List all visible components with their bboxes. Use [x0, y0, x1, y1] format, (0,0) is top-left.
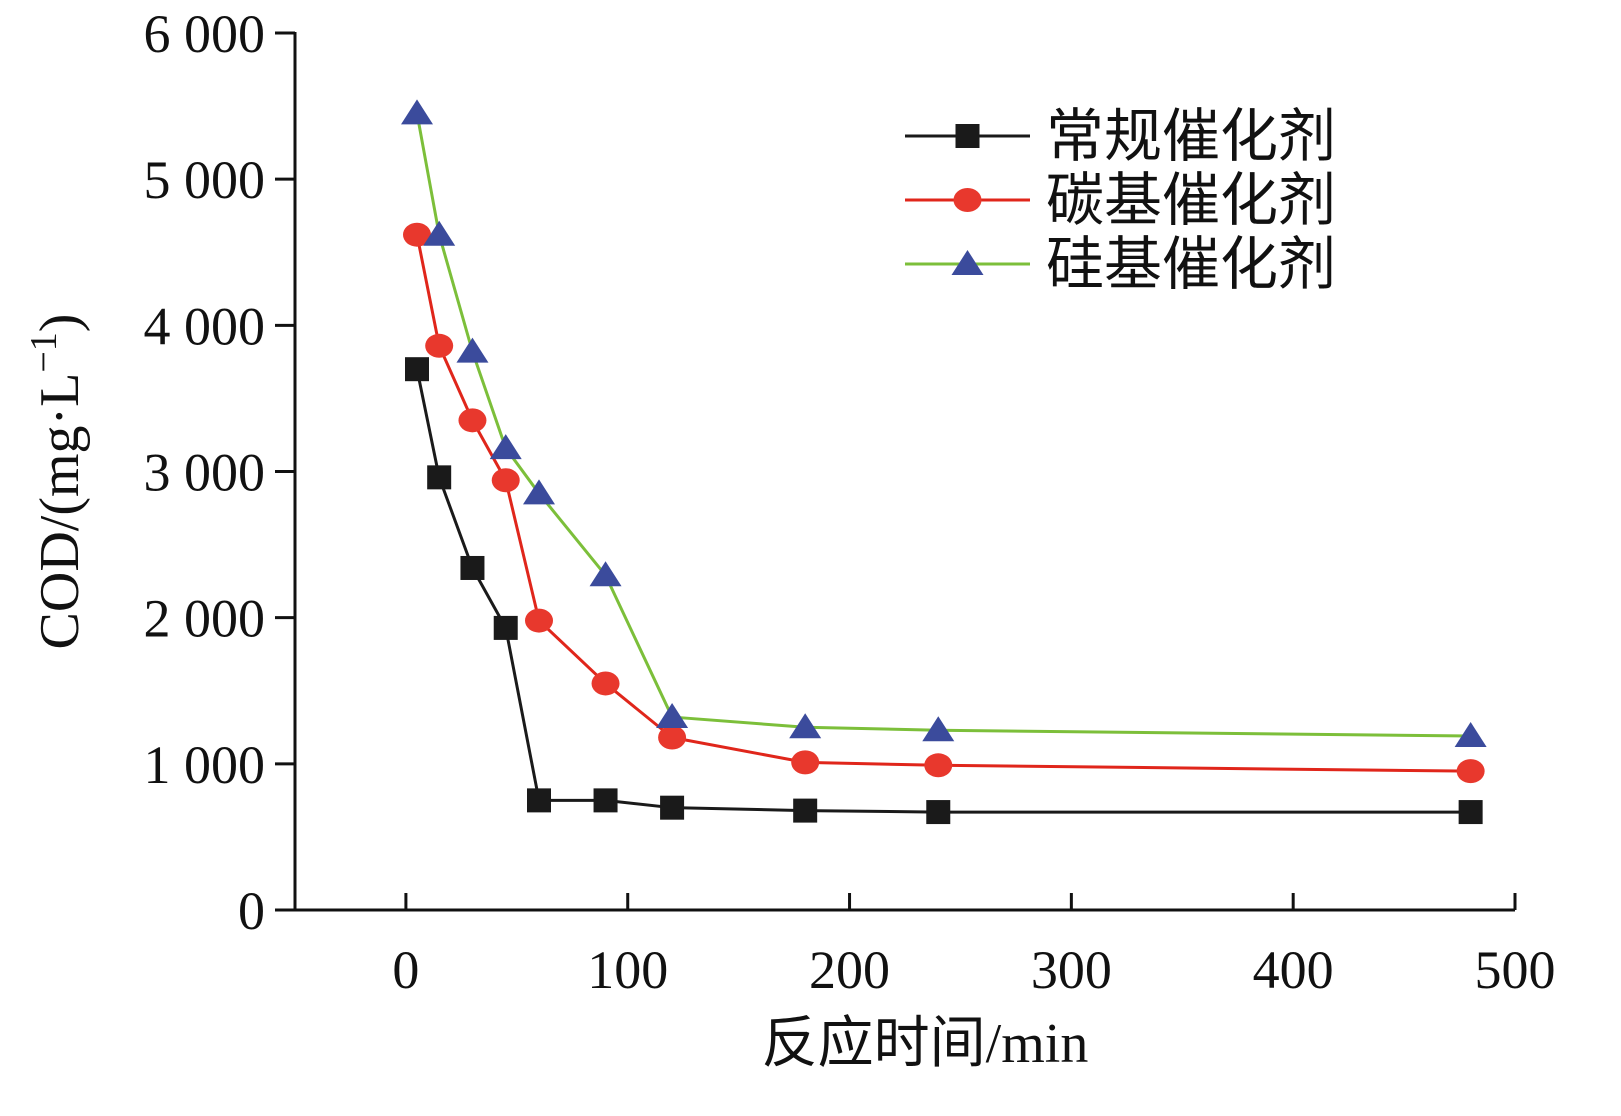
series-line-1 — [415, 368, 1471, 814]
data-point-series-3 — [789, 713, 822, 739]
legend-marker — [955, 124, 980, 148]
ticks: 0 1 000 2 000 3 000 4 000 5 000 6 000 0 100 200 30… — [144, 4, 1556, 1000]
y-axis-title-superscript: −1 — [23, 332, 65, 372]
data-point-series-3 — [656, 703, 689, 729]
data-point-series-3 — [523, 479, 555, 505]
data-point-series-1 — [593, 788, 618, 813]
series-lines — [415, 113, 1471, 814]
data-point-series-3 — [589, 561, 622, 587]
x-tick-label: 200 — [809, 940, 890, 1000]
y-tick-label: 4 000 — [144, 296, 266, 356]
data-point-series-1 — [427, 465, 452, 490]
data-point-series-1 — [926, 800, 951, 825]
y-tick-label: 3 000 — [144, 443, 266, 503]
data-point-series-2 — [591, 671, 620, 696]
legend-marker — [953, 188, 982, 212]
data-point-series-2 — [1456, 759, 1485, 784]
y-axis-title-main: COD/(mg·L — [29, 373, 91, 650]
data-point-series-3 — [401, 99, 433, 125]
data-point-series-2 — [924, 753, 953, 778]
legend-label: 硅基催化剂 — [1046, 232, 1336, 297]
x-tick-label: 400 — [1253, 940, 1334, 1000]
series-line-2 — [415, 234, 1471, 773]
x-axis-title: 反应时间/min — [762, 1013, 1089, 1075]
x-tick-label: 100 — [587, 940, 668, 1000]
y-tick-label: 5 000 — [144, 150, 266, 210]
y-axis-title-close: ) — [29, 314, 91, 333]
y-tick-label: 6 000 — [144, 4, 266, 64]
data-point-series-2 — [791, 750, 820, 775]
data-point-series-3 — [922, 716, 955, 742]
data-point-series-1 — [405, 357, 429, 382]
data-point-series-3 — [489, 434, 522, 460]
y-tick-label: 0 — [238, 881, 265, 941]
series-markers — [401, 99, 1487, 825]
data-point-series-1 — [460, 555, 485, 580]
legend-label: 常规催化剂 — [1046, 104, 1336, 169]
legend-label: 碳基催化剂 — [1046, 168, 1336, 233]
data-point-series-1 — [527, 788, 551, 813]
series-line-3 — [415, 113, 1471, 738]
y-axis-title: COD/(mg·L−1) — [23, 314, 91, 650]
data-point-series-2 — [458, 408, 487, 433]
data-point-series-2 — [525, 608, 553, 633]
x-tick-label: 0 — [392, 940, 419, 1000]
data-point-series-1 — [1458, 800, 1483, 825]
data-point-series-2 — [403, 222, 431, 247]
data-point-series-2 — [425, 333, 454, 358]
data-point-series-2 — [658, 725, 687, 750]
data-point-series-3 — [1454, 722, 1487, 748]
data-point-series-1 — [660, 795, 685, 820]
legend-marker — [951, 250, 984, 275]
data-point-series-1 — [793, 798, 818, 823]
data-point-series-3 — [423, 220, 456, 246]
data-point-series-2 — [491, 468, 520, 493]
data-point-series-1 — [493, 615, 518, 640]
data-point-series-3 — [456, 337, 489, 363]
x-tick-label: 500 — [1475, 940, 1556, 1000]
y-tick-label: 2 000 — [144, 589, 266, 649]
y-tick-label: 1 000 — [144, 735, 266, 795]
x-tick-label: 300 — [1031, 940, 1112, 1000]
